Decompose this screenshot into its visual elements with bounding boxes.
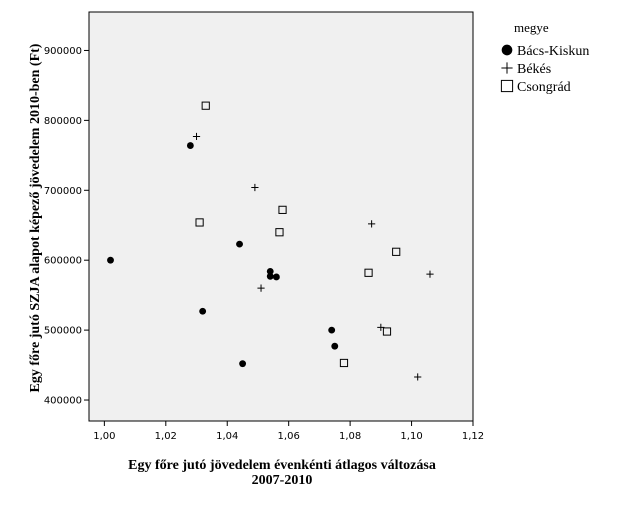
x-tick-label: 1,04: [216, 431, 238, 442]
point-bacs-kiskun: [199, 307, 207, 315]
x-tick-label: 1,10: [400, 431, 422, 442]
point-bacs-kiskun: [266, 272, 274, 280]
data-points: [107, 101, 434, 381]
legend-label-bekes: Békés: [517, 62, 551, 77]
point-bekes: [251, 183, 259, 192]
x-axis-title-line2: 2007-2010: [252, 473, 313, 488]
point-bekes: [368, 220, 376, 228]
x-tick-label: 1,06: [278, 431, 300, 442]
point-bacs-kiskun: [107, 256, 114, 264]
legend-title: megye: [514, 20, 549, 35]
point-bacs-kiskun: [328, 326, 336, 334]
y-tick-label: 400000: [44, 396, 82, 407]
y-tick-label: 500000: [44, 326, 82, 337]
y-tick-label: 700000: [44, 186, 82, 197]
legend: megye Bács-Kiskun Békés Csongrád: [500, 20, 589, 95]
plot-area: [88, 11, 474, 422]
point-bekes: [377, 323, 385, 331]
point-csongrad: [275, 228, 284, 237]
legend-marker-csongrad: [500, 79, 514, 93]
point-csongrad: [339, 358, 349, 368]
point-bacs-kiskun: [186, 142, 194, 149]
x-tick-label: 1,00: [93, 431, 115, 442]
point-bacs-kiskun: [272, 273, 280, 281]
y-axis-title: Egy főre jutó SZJA alapot képező jövedel…: [28, 43, 43, 392]
point-csongrad: [364, 268, 373, 277]
point-bekes: [414, 373, 422, 381]
y-tick-label: 800000: [44, 116, 82, 127]
legend-marker-bacs-kiskun: [501, 44, 513, 56]
x-tick-label: 1,08: [339, 431, 361, 442]
y-tick-label: 900000: [44, 46, 82, 57]
axis-ticks: 1,00 1,02 1,04 1,06 1,08 1,10 1,12 400000 500000…: [44, 46, 484, 442]
y-tick-label: 600000: [44, 256, 82, 267]
legend-marker-bekes: [501, 62, 513, 74]
point-bekes: [426, 270, 434, 278]
legend-label-bacs-kiskun: Bács-Kiskun: [517, 44, 589, 59]
point-csongrad: [195, 218, 204, 227]
point-csongrad: [278, 205, 287, 214]
point-bekes: [257, 284, 265, 292]
legend-label-csongrad: Csongrád: [517, 80, 571, 95]
point-csongrad: [392, 247, 401, 256]
point-bacs-kiskun: [331, 342, 339, 350]
point-bacs-kiskun: [236, 240, 243, 248]
x-tick-label: 1,02: [155, 431, 177, 442]
point-csongrad: [201, 101, 210, 110]
point-bacs-kiskun: [266, 267, 274, 275]
point-csongrad: [382, 327, 392, 336]
x-axis-title-line1: Egy főre jutó jövedelem évenkénti átlago…: [128, 458, 436, 473]
x-tick-label: 1,12: [462, 431, 484, 442]
point-bacs-kiskun: [239, 360, 247, 368]
point-bekes: [192, 132, 201, 141]
